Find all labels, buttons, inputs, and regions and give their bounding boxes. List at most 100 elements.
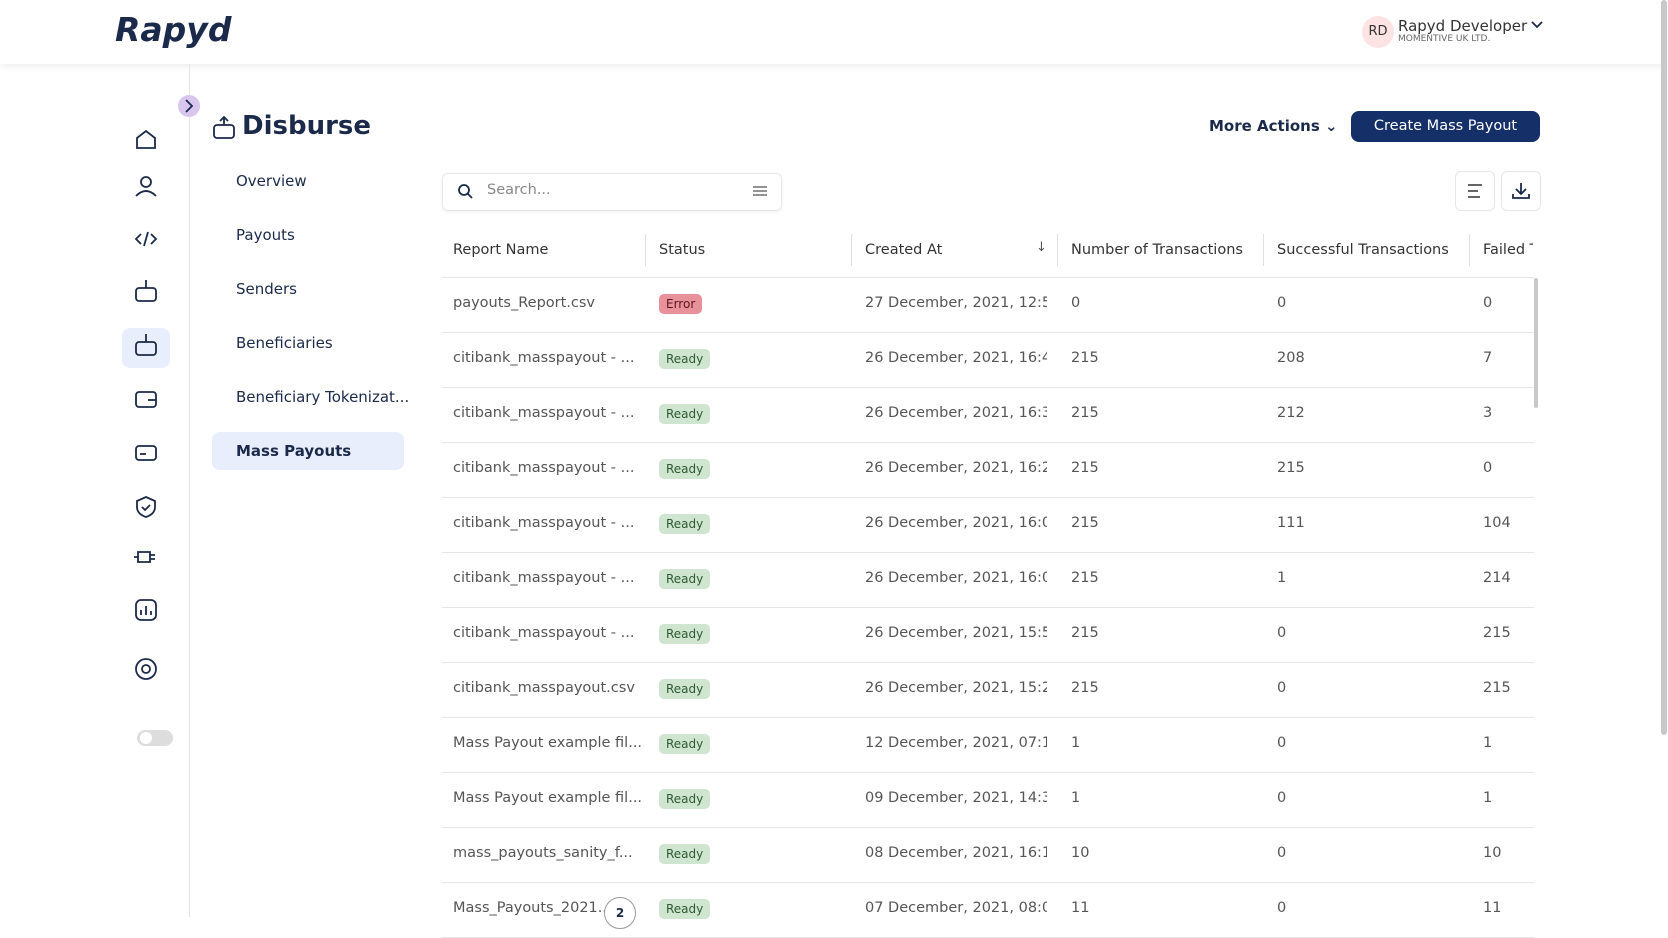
- avatar[interactable]: RD: [1362, 16, 1394, 48]
- table-cell: 12 December, 2021, 07:11 U...: [865, 735, 1047, 751]
- table-cell: citibank_masspayout - ...: [453, 625, 635, 641]
- row-separator: [442, 552, 1534, 553]
- column-header[interactable]: Status: [659, 242, 706, 258]
- status-badge: Ready: [659, 459, 711, 479]
- row-separator: [442, 882, 1534, 883]
- status-badge: Ready: [659, 349, 711, 369]
- nav-item[interactable]: Mass Payouts: [212, 432, 404, 470]
- table-cell: 0: [1277, 845, 1287, 861]
- table-cell: 26 December, 2021, 15:53 ...: [865, 625, 1047, 641]
- table-cell: 215: [1071, 680, 1099, 696]
- table-cell: 0: [1277, 735, 1287, 751]
- nav-item[interactable]: Senders: [236, 280, 297, 298]
- search-placeholder[interactable]: Search...: [487, 182, 551, 198]
- column-header[interactable]: Number of Transactions: [1071, 242, 1243, 258]
- row-separator: [442, 662, 1534, 663]
- download-button[interactable]: [1501, 171, 1541, 211]
- row-separator: [442, 717, 1534, 718]
- table-cell: 26 December, 2021, 16:24 ...: [865, 460, 1047, 476]
- page-title: Disburse: [242, 111, 372, 141]
- status-badge: Ready: [659, 679, 711, 699]
- table-cell: 27 December, 2021, 12:55 ...: [865, 295, 1047, 311]
- more-actions[interactable]: More Actions ⌄: [1209, 117, 1338, 135]
- table-cell: 104: [1483, 515, 1511, 531]
- table-cell: citibank_masspayout.csv: [453, 680, 635, 696]
- search-box[interactable]: [442, 173, 782, 211]
- sidebar-icons: [122, 95, 200, 746]
- table-cell: citibank_masspayout - ...: [453, 515, 635, 531]
- table-cell: citibank_masspayout - ...: [453, 405, 635, 421]
- table-cell: 26 December, 2021, 16:09...: [865, 515, 1047, 531]
- table-scrollbar[interactable]: [1534, 278, 1538, 408]
- column-header[interactable]: Created At: [865, 242, 943, 258]
- column-header[interactable]: Report Name: [453, 242, 549, 258]
- column-divider: [1057, 234, 1058, 266]
- status-badge: Ready: [659, 789, 711, 809]
- row-separator: [442, 827, 1534, 828]
- logo[interactable]: Rapyd: [115, 10, 232, 49]
- table-cell: Mass_Payouts_2021...: [453, 900, 612, 916]
- table-cell: citibank_masspayout - ...: [453, 570, 635, 586]
- nav-item[interactable]: Beneficiary Tokenizat...: [236, 388, 410, 406]
- table-cell: 208: [1277, 350, 1305, 366]
- status-badge: Error: [659, 294, 703, 314]
- table-cell: 10: [1483, 845, 1502, 861]
- table-cell: 215: [1071, 405, 1099, 421]
- table-cell: 1: [1483, 790, 1493, 806]
- nav-item[interactable]: Payouts: [236, 226, 295, 244]
- row-separator: [442, 607, 1534, 608]
- columns-button[interactable]: [1455, 171, 1495, 211]
- table-cell: 215: [1483, 680, 1511, 696]
- row-separator: [442, 332, 1534, 333]
- table-cell: 10: [1071, 845, 1090, 861]
- disburse-icon: [213, 116, 235, 139]
- overlay-badge[interactable]: 2: [604, 897, 636, 929]
- table-cell: 215: [1071, 570, 1099, 586]
- table-cell: citibank_masspayout - ...: [453, 460, 635, 476]
- table-cell: 1: [1071, 735, 1081, 751]
- page-scrollbar[interactable]: [1661, 0, 1667, 735]
- row-separator: [442, 772, 1534, 773]
- nav-item[interactable]: Beneficiaries: [236, 334, 333, 352]
- table-cell: 215: [1277, 460, 1305, 476]
- table-cell: 1: [1483, 735, 1493, 751]
- column-header[interactable]: Successful Transactions: [1277, 242, 1449, 258]
- column-divider: [645, 234, 646, 266]
- screen: Rapyd RD Rapyd Developer MOMENTIVE UK LT…: [115, 0, 1667, 938]
- filter-icon[interactable]: [752, 183, 768, 199]
- create-mass-payout-button[interactable]: Create Mass Payout: [1351, 111, 1540, 142]
- table-cell: payouts_Report.csv: [453, 295, 596, 311]
- table-cell: 11: [1071, 900, 1090, 916]
- table-cell: 0: [1277, 625, 1287, 641]
- table-cell: 1: [1277, 570, 1287, 586]
- column-divider: [1469, 234, 1470, 266]
- user-name[interactable]: Rapyd Developer: [1398, 17, 1528, 35]
- column-header[interactable]: Failed Transactions: [1483, 242, 1533, 258]
- table-cell: 26 December, 2021, 15:24 ...: [865, 680, 1047, 696]
- row-separator: [442, 497, 1534, 498]
- table-cell: 212: [1277, 405, 1305, 421]
- search-icon: [458, 184, 473, 199]
- table-cell: 26 December, 2021, 16:40...: [865, 350, 1047, 366]
- status-badge: Ready: [659, 899, 711, 919]
- nav-item[interactable]: Overview: [236, 172, 307, 190]
- table-cell: 215: [1071, 350, 1099, 366]
- table-cell: 11: [1483, 900, 1502, 916]
- table-cell: 3: [1483, 405, 1493, 421]
- table-cell: 0: [1277, 680, 1287, 696]
- status-badge: Ready: [659, 569, 711, 589]
- table-cell: 111: [1277, 515, 1305, 531]
- table-cell: 26 December, 2021, 16:03 ...: [865, 570, 1047, 586]
- table-cell: Mass Payout example fil...: [453, 735, 643, 751]
- user-menu-chevron[interactable]: [1530, 18, 1544, 32]
- table-cell: 09 December, 2021, 14:31 ...: [865, 790, 1047, 806]
- more-actions-label[interactable]: More Actions: [1209, 117, 1320, 135]
- table-cell: citibank_masspayout - ...: [453, 350, 635, 366]
- sort-arrow: ↓: [1036, 240, 1047, 255]
- status-badge: Ready: [659, 734, 711, 754]
- status-badge: Ready: [659, 404, 711, 424]
- table-cell: 08 December, 2021, 16:14 ...: [865, 845, 1047, 861]
- table-cell: 7: [1483, 350, 1493, 366]
- table-cell: 0: [1483, 295, 1493, 311]
- table-cell: 0: [1071, 295, 1081, 311]
